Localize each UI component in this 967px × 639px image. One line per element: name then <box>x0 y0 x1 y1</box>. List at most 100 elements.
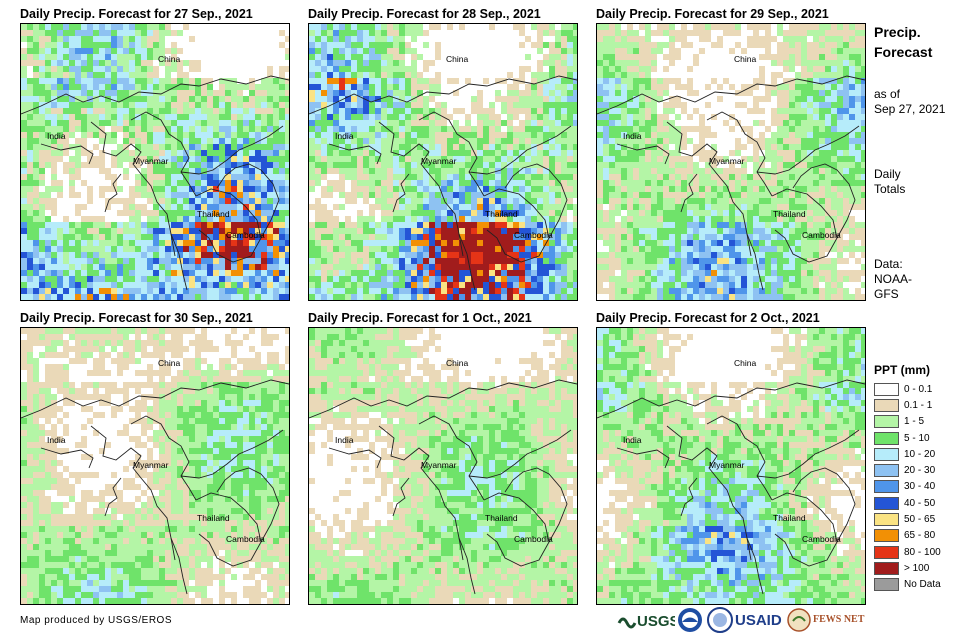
precip-map: China India Myanmar Thailand Cambodia <box>20 327 290 605</box>
precip-raster <box>309 24 577 300</box>
precip-map: China India Myanmar Thailand Cambodia <box>596 327 866 605</box>
country-border <box>170 537 188 595</box>
daily-totals-line1: Daily <box>874 167 901 181</box>
precip-map: China India Myanmar Thailand Cambodia <box>308 327 578 605</box>
legend-swatch <box>874 561 899 575</box>
data-source-text: Data: NOAA- GFS <box>874 257 912 302</box>
legend-swatch <box>874 447 899 461</box>
country-label-cambodia: Cambodia <box>802 230 841 240</box>
country-label-china: China <box>158 54 181 64</box>
country-label-china: China <box>446 358 469 368</box>
precip-raster <box>21 24 289 300</box>
country-label-china: China <box>446 54 469 64</box>
country-label-cambodia: Cambodia <box>514 534 553 544</box>
country-label-myanmar: Myanmar <box>709 156 745 166</box>
country-border <box>170 233 188 291</box>
country-border <box>597 75 865 115</box>
country-border <box>40 143 94 165</box>
forecast-panel: Daily Precip. Forecast for 30 Sep., 2021… <box>20 309 290 606</box>
usgs-logo-text: USGS <box>637 613 675 630</box>
daily-totals-text: Daily Totals <box>874 167 905 197</box>
country-border <box>90 121 176 257</box>
country-border <box>180 429 284 479</box>
country-border <box>392 173 410 213</box>
country-label-myanmar: Myanmar <box>421 460 457 470</box>
country-border <box>328 447 382 469</box>
panel-title: Daily Precip. Forecast for 29 Sep., 2021 <box>596 7 829 21</box>
legend-label: 0 - 0.1 <box>904 383 933 395</box>
as-of-text: as of Sep 27, 2021 <box>874 87 945 117</box>
panel-title: Daily Precip. Forecast for 28 Sep., 2021 <box>308 7 541 21</box>
country-border <box>21 379 289 419</box>
legend-item: No Data <box>874 577 964 593</box>
legend-item: > 100 <box>874 560 964 576</box>
legend-swatch <box>874 431 899 445</box>
country-border <box>468 429 572 479</box>
country-label-cambodia: Cambodia <box>514 230 553 240</box>
legend-item: 10 - 20 <box>874 446 964 462</box>
country-border <box>328 143 382 165</box>
country-border <box>418 415 485 501</box>
panel-title: Daily Precip. Forecast for 2 Oct., 2021 <box>596 311 820 325</box>
legend-item: 0 - 0.1 <box>874 381 964 397</box>
country-border <box>130 111 197 197</box>
country-border <box>216 163 280 239</box>
country-border <box>792 163 856 239</box>
country-border <box>616 447 670 469</box>
legend-label: 40 - 50 <box>904 497 936 509</box>
precip-raster <box>21 328 289 604</box>
country-label-myanmar: Myanmar <box>133 460 169 470</box>
country-border <box>216 467 280 543</box>
country-border <box>130 415 197 501</box>
legend-swatch <box>874 513 899 527</box>
usaid-logo-text: USAID <box>735 612 782 629</box>
country-label-cambodia: Cambodia <box>226 534 265 544</box>
legend: PPT (mm) 0 - 0.1 0.1 - 1 1 - 5 5 - 10 10 - 2… <box>874 363 964 593</box>
precip-map: China India Myanmar Thailand Cambodia <box>596 23 866 301</box>
fewsnet-logo-text: FEWS NET <box>813 614 865 625</box>
legend-label: 1 - 5 <box>904 416 925 428</box>
country-label-myanmar: Myanmar <box>133 156 169 166</box>
panel-title: Daily Precip. Forecast for 30 Sep., 2021 <box>20 311 253 325</box>
country-label-india: India <box>47 435 66 445</box>
country-label-india: India <box>47 131 66 141</box>
country-label-china: China <box>734 54 757 64</box>
precip-raster <box>597 24 865 300</box>
country-border <box>392 477 410 517</box>
country-border <box>104 173 122 213</box>
country-label-india: India <box>623 435 642 445</box>
data-source-line2: NOAA- <box>874 272 913 286</box>
legend-item: 30 - 40 <box>874 479 964 495</box>
country-label-thailand: Thailand <box>197 513 230 523</box>
map-credit: Map produced by USGS/EROS <box>20 615 173 626</box>
legend-swatch <box>874 464 899 478</box>
legend-label: 0.1 - 1 <box>904 399 933 411</box>
country-border <box>40 447 94 469</box>
country-border <box>309 379 577 419</box>
legend-swatch <box>874 415 899 429</box>
forecast-panel: Daily Precip. Forecast for 1 Oct., 2021 C… <box>308 309 578 606</box>
precip-raster <box>597 328 865 604</box>
country-border <box>378 121 464 257</box>
daily-totals-line2: Totals <box>874 182 906 196</box>
forecast-panel: Daily Precip. Forecast for 28 Sep., 2021… <box>308 5 578 302</box>
country-border <box>666 425 752 561</box>
legend-item: 50 - 65 <box>874 511 964 527</box>
legend-item: 80 - 100 <box>874 544 964 560</box>
panel-title: Daily Precip. Forecast for 1 Oct., 2021 <box>308 311 532 325</box>
legend-swatch <box>874 398 899 412</box>
forecast-panel: Daily Precip. Forecast for 29 Sep., 2021… <box>596 5 866 302</box>
legend-label: 50 - 65 <box>904 514 936 526</box>
country-border <box>597 379 865 419</box>
country-border <box>666 121 752 257</box>
country-border <box>418 111 485 197</box>
country-border <box>458 233 476 291</box>
country-border <box>104 477 122 517</box>
precip-map: China India Myanmar Thailand Cambodia <box>20 23 290 301</box>
precip-raster <box>309 328 577 604</box>
country-label-thailand: Thailand <box>773 513 806 523</box>
country-border <box>458 537 476 595</box>
noaa-logo <box>677 606 703 634</box>
country-label-myanmar: Myanmar <box>421 156 457 166</box>
legend-label: 10 - 20 <box>904 448 936 460</box>
